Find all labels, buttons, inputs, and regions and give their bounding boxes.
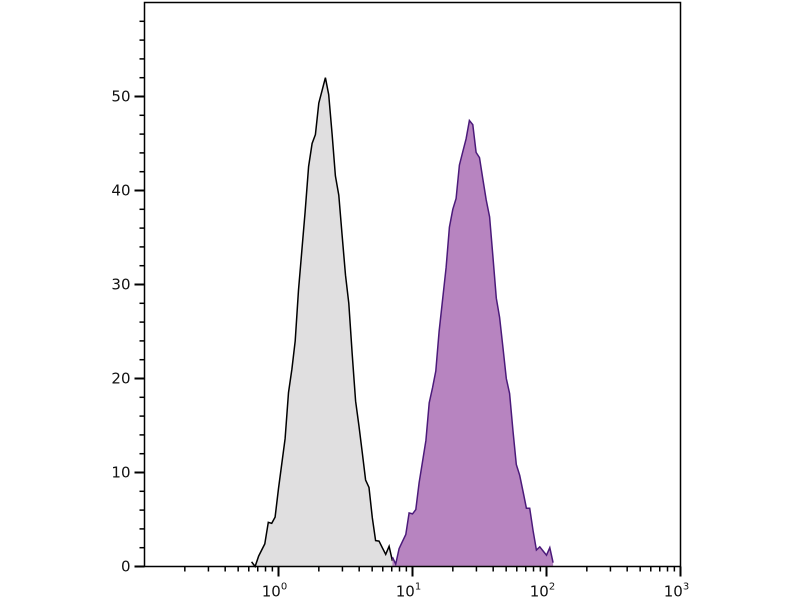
series-1-fill bbox=[392, 120, 554, 567]
x-axis: 100 101 102 103 bbox=[184, 566, 689, 600]
y-tick-label: 0 bbox=[121, 558, 131, 576]
plot-marks bbox=[250, 77, 554, 569]
x-tick-label: 101 bbox=[396, 582, 421, 600]
y-tick-label: 40 bbox=[111, 182, 130, 200]
x-tick-label: 100 bbox=[262, 582, 287, 600]
x-tick-label: 103 bbox=[664, 582, 689, 600]
y-tick-label: 30 bbox=[111, 276, 130, 294]
y-tick-label: 50 bbox=[111, 88, 130, 106]
plot-frame bbox=[143, 1, 682, 568]
series-0-line bbox=[250, 77, 394, 569]
y-tick-label: 10 bbox=[111, 464, 130, 482]
series-0-fill bbox=[251, 77, 393, 567]
series-1-line bbox=[391, 118, 554, 567]
x-tick-label: 102 bbox=[530, 582, 555, 600]
y-axis: 0 10 20 30 40 50 bbox=[111, 20, 145, 576]
y-tick-label: 20 bbox=[111, 370, 130, 388]
